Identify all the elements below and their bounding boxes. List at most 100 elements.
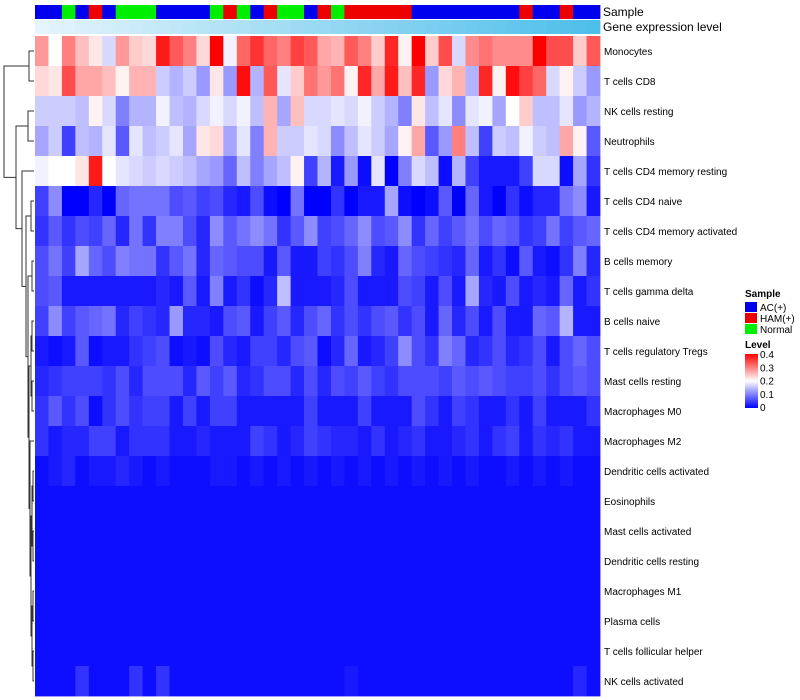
heatmap-cell [330,246,345,277]
heatmap-cell [48,366,63,397]
heatmap-cell [290,96,305,127]
heatmap-cell [330,576,345,607]
heatmap-cell [438,456,453,487]
heatmap-cell [317,366,332,397]
heatmap-cell [425,96,439,127]
expression-level-cell [250,20,265,34]
row-label: Macrophages M2 [604,437,682,448]
heatmap-cell [88,606,103,637]
heatmap-cell [277,306,291,337]
sample-annotation-cell [411,5,426,19]
expression-level-cell [465,20,480,34]
heatmap-cell [182,186,197,217]
heatmap-cell [478,546,493,577]
heatmap-cell [182,606,197,637]
heatmap-cell [263,96,278,127]
dendrogram-branch [32,650,34,682]
heatmap-cell [88,396,103,427]
heatmap-cell [61,246,76,277]
heatmap-cell [452,126,466,157]
heatmap-cell [102,36,117,67]
heatmap-cell [452,456,466,487]
heatmap-cell [438,276,453,307]
expression-level-cell [478,20,493,34]
heatmap-cell [75,486,90,517]
heatmap-cell [492,276,507,307]
heatmap-cell [344,276,359,307]
heatmap-cell [505,426,520,457]
heatmap-cell [115,666,130,697]
heatmap-cell [115,216,130,247]
heatmap-cell [330,636,345,667]
heatmap-cell [61,216,76,247]
heatmap-cell [438,246,453,277]
heatmap-cell [129,216,144,247]
heatmap-cell [196,666,211,697]
heatmap-cell [156,96,170,127]
heatmap-cell [115,516,130,547]
heatmap-cell [61,576,76,607]
heatmap-cell [196,246,211,277]
heatmap-cell [398,36,413,67]
heatmap-cell [115,276,130,307]
heatmap-cell [573,516,587,547]
heatmap-cell [196,276,211,307]
heatmap-cell [129,156,144,187]
heatmap-cell [182,156,197,187]
heatmap-cell [277,606,291,637]
sample-annotation-cell [61,5,76,19]
heatmap-cell [290,486,305,517]
sample-annotation-cell [277,5,291,19]
heatmap-cell [546,156,561,187]
expression-level-cell [290,20,305,34]
heatmap-cell [532,666,547,697]
sample-annotation-cell [236,5,251,19]
sample-annotation-cell [438,5,453,19]
heatmap-cell [277,486,291,517]
heatmap-cell [35,456,49,487]
heatmap-cell [277,546,291,577]
heatmap-cell [357,396,372,427]
heatmap-cell [263,186,278,217]
heatmap-cell [277,666,291,697]
heatmap-cell [142,366,157,397]
heatmap-cell [263,156,278,187]
heatmap-cell [492,186,507,217]
heatmap-cell [573,36,587,67]
row-label: Monocytes [604,47,652,58]
heatmap-cell [344,66,359,97]
heatmap-cell [398,276,413,307]
heatmap-cell [115,366,130,397]
heatmap-cell [505,366,520,397]
heatmap-cell [182,516,197,547]
heatmap-cell [438,396,453,427]
heatmap-cell [357,336,372,367]
heatmap-cell [586,156,601,187]
heatmap-cell [371,336,386,367]
heatmap-cell [61,666,76,697]
heatmap-cell [290,576,305,607]
heatmap-cell [263,126,278,157]
heatmap-cell [357,576,372,607]
heatmap-cell [304,156,318,187]
heatmap-cell [102,276,117,307]
heatmap-cell [438,66,453,97]
heatmap-cell [88,456,103,487]
heatmap-cell [156,456,170,487]
heatmap-cell [452,306,466,337]
heatmap-cell [492,426,507,457]
heatmap-cell [573,606,587,637]
row-labels: Monocytes T cells CD8 NK cells resting Neut… [604,47,737,688]
heatmap-cell [290,216,305,247]
heatmap-cell [290,396,305,427]
expression-level-cell [129,20,144,34]
heatmap-cell [505,636,520,667]
heatmap-cell [398,396,413,427]
heatmap-cell [223,96,238,127]
heatmap-cell [559,666,574,697]
heatmap-cell [129,666,144,697]
sample-annotation-cell [492,5,507,19]
heatmap-cell [573,276,587,307]
expression-level-cell [304,20,318,34]
heatmap-cell [290,366,305,397]
